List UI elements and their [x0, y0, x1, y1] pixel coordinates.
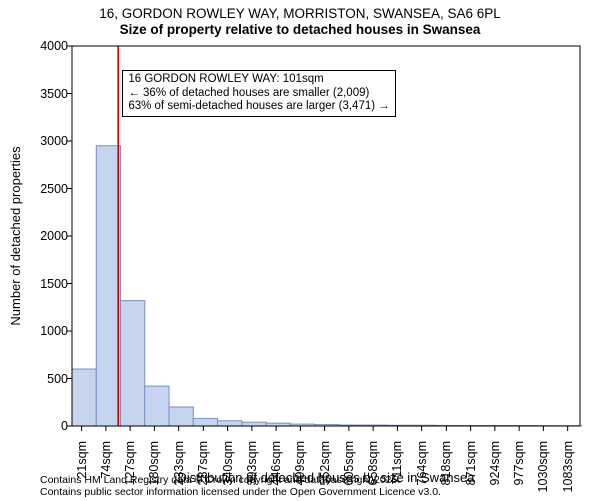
histogram-bar — [121, 301, 145, 426]
y-tick-label: 1500 — [8, 277, 68, 291]
y-tick-label: 0 — [8, 419, 68, 433]
y-tick-label: 500 — [8, 372, 68, 386]
y-tick-label: 3000 — [8, 134, 68, 148]
chart-title: 16, GORDON ROWLEY WAY, MORRISTON, SWANSE… — [0, 6, 600, 37]
histogram-bar — [218, 421, 242, 426]
histogram-bar — [193, 418, 217, 426]
title-line1: 16, GORDON ROWLEY WAY, MORRISTON, SWANSE… — [0, 6, 600, 21]
annotation-line-3: 63% of semi-detached houses are larger (… — [128, 100, 389, 114]
annotation-line-2: ← 36% of detached houses are smaller (2,… — [128, 87, 389, 101]
y-tick-label: 2500 — [8, 182, 68, 196]
annotation-line-1: 16 GORDON ROWLEY WAY: 101sqm — [128, 73, 389, 87]
y-tick-label: 4000 — [8, 39, 68, 53]
title-line2: Size of property relative to detached ho… — [0, 22, 600, 37]
histogram-bar — [96, 146, 120, 426]
footer-line-1: Contains HM Land Registry data © Crown c… — [40, 474, 441, 486]
footer-attribution: Contains HM Land Registry data © Crown c… — [40, 474, 441, 498]
footer-line-2: Contains public sector information licen… — [40, 486, 441, 498]
histogram-bar — [145, 386, 169, 426]
histogram-bar — [242, 422, 266, 426]
histogram-bar — [72, 369, 96, 426]
y-tick-label: 1000 — [8, 324, 68, 338]
y-tick-label: 2000 — [8, 229, 68, 243]
histogram-bar — [169, 407, 193, 426]
y-tick-label: 3500 — [8, 87, 68, 101]
annotation-box: 16 GORDON ROWLEY WAY: 101sqm ← 36% of de… — [122, 70, 395, 117]
